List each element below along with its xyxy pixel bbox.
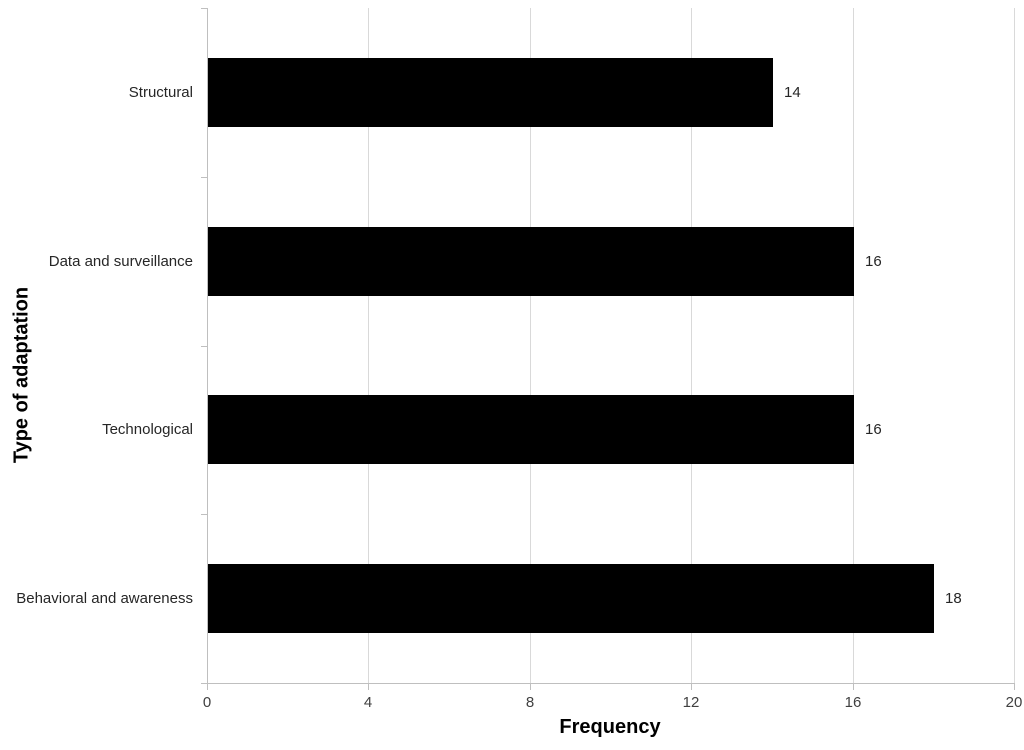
bar: [208, 227, 854, 296]
plot-area: 14 16 16 18: [207, 8, 1015, 683]
gridline: [530, 8, 531, 683]
x-tick-label: 8: [525, 694, 535, 711]
x-tick-mark: [530, 683, 531, 690]
bar-value-label: 14: [784, 84, 801, 101]
y-tick-mark: [201, 8, 207, 9]
bar: [208, 395, 854, 464]
x-tick-mark: [207, 683, 208, 690]
gridline: [1014, 8, 1015, 683]
x-tick-label: 4: [363, 694, 373, 711]
x-tick-mark: [368, 683, 369, 690]
x-tick-label: 0: [202, 694, 212, 711]
x-tick-mark: [853, 683, 854, 690]
gridline: [691, 8, 692, 683]
gridline: [853, 8, 854, 683]
x-axis-title: Frequency: [559, 716, 661, 738]
bar-value-label: 16: [865, 253, 882, 270]
x-tick-label: 16: [844, 694, 862, 711]
category-label: Data and surveillance: [48, 252, 193, 270]
x-tick-label: 20: [1005, 694, 1023, 711]
gridline: [368, 8, 369, 683]
x-tick-mark: [1014, 683, 1015, 690]
y-tick-mark: [201, 346, 207, 347]
y-tick-mark: [201, 683, 207, 684]
x-tick-label: 12: [682, 694, 700, 711]
x-axis-line: [207, 683, 1015, 684]
y-tick-mark: [201, 514, 207, 515]
bar: [208, 564, 934, 633]
y-tick-mark: [201, 177, 207, 178]
category-label: Technological: [102, 420, 193, 438]
bar: [208, 58, 773, 127]
x-tick-mark: [691, 683, 692, 690]
category-label: Structural: [128, 83, 193, 101]
bar-value-label: 16: [865, 421, 882, 438]
bar-value-label: 18: [945, 590, 962, 607]
category-label: Behavioral and awareness: [16, 589, 193, 607]
y-axis-line: [207, 8, 208, 684]
